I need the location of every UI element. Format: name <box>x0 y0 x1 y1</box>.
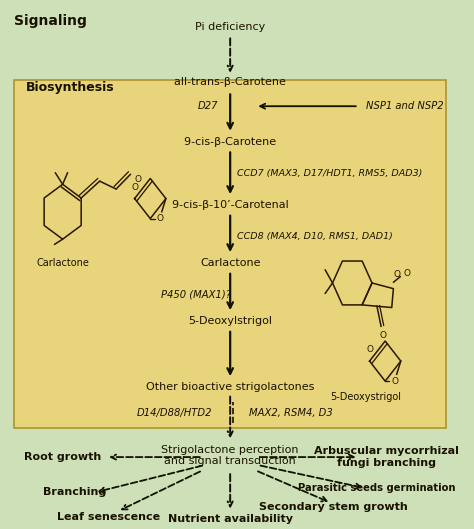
Text: Nutrient availability: Nutrient availability <box>168 514 292 524</box>
Text: O: O <box>380 331 387 340</box>
Text: D14/D88/HTD2: D14/D88/HTD2 <box>137 408 212 418</box>
Text: Carlactone: Carlactone <box>36 258 89 268</box>
Text: P450 (MAX1)?: P450 (MAX1)? <box>161 289 231 299</box>
FancyBboxPatch shape <box>15 80 446 428</box>
Text: Signaling: Signaling <box>15 14 87 28</box>
Text: O: O <box>366 345 373 354</box>
Text: O: O <box>393 270 400 279</box>
Text: O: O <box>392 377 399 386</box>
Text: CCD7 (MAX3, D17/HDT1, RMS5, DAD3): CCD7 (MAX3, D17/HDT1, RMS5, DAD3) <box>237 169 422 178</box>
Text: O: O <box>157 214 164 223</box>
Text: Carlactone: Carlactone <box>200 258 260 268</box>
Text: Arbuscular mycorrhizal
fungi branching: Arbuscular mycorrhizal fungi branching <box>314 446 459 468</box>
Text: D27: D27 <box>198 101 219 111</box>
Text: Other bioactive strigolactones: Other bioactive strigolactones <box>146 382 314 392</box>
Text: 5-Deoxylstrigol: 5-Deoxylstrigol <box>188 316 272 326</box>
Text: Biosynthesis: Biosynthesis <box>26 81 115 94</box>
Text: Strigolactone perception
and signal transduction: Strigolactone perception and signal tran… <box>162 445 299 466</box>
Text: Root growth: Root growth <box>24 452 101 462</box>
Text: O: O <box>404 269 410 278</box>
Text: Branching: Branching <box>43 487 106 497</box>
Text: O: O <box>135 175 141 184</box>
Text: Pi deficiency: Pi deficiency <box>195 22 265 32</box>
Text: Leaf senescence: Leaf senescence <box>57 512 160 522</box>
Text: CCD8 (MAX4, D10, RMS1, DAD1): CCD8 (MAX4, D10, RMS1, DAD1) <box>237 232 393 241</box>
Text: 9-​cis-β-Carotene: 9-​cis-β-Carotene <box>184 136 276 147</box>
Text: MAX2, RSM4, D3: MAX2, RSM4, D3 <box>248 408 332 418</box>
Text: 9-​cis-β-10’-Carotenal: 9-​cis-β-10’-Carotenal <box>172 200 289 210</box>
Text: 5-Deoxystrigol: 5-Deoxystrigol <box>330 391 401 402</box>
Text: O: O <box>131 183 138 191</box>
Text: all-​trans-β-Carotene: all-​trans-β-Carotene <box>174 77 286 87</box>
Text: Parasitic seeds germination: Parasitic seeds germination <box>298 483 456 493</box>
Text: Secondary stem growth: Secondary stem growth <box>259 502 408 512</box>
Text: NSP1 and NSP2: NSP1 and NSP2 <box>365 101 443 111</box>
